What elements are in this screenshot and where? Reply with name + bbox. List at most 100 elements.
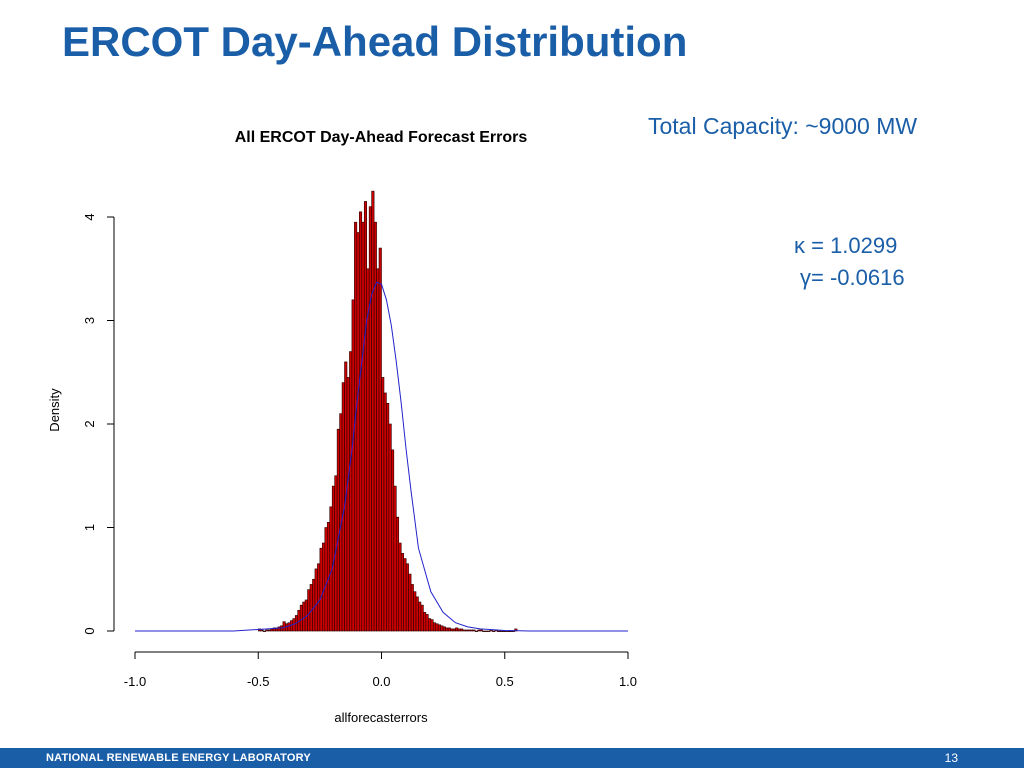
x-tick-label: 0.5 [496,674,514,689]
histogram-bar [428,618,432,632]
chart-title: All ERCOT Day-Ahead Forecast Errors [235,129,528,146]
histogram-bar [267,629,271,632]
histogram-bar [289,620,294,632]
histogram-bar [497,630,501,632]
histogram-bar [302,601,306,632]
histogram-bar [457,628,461,632]
footer-bar: NATIONAL RENEWABLE ENERGY LABORATORY 13 [0,748,1024,768]
histogram-bar [270,628,274,632]
histogram-bar [299,604,303,632]
histogram-bar [346,377,350,632]
histogram-bar [445,627,449,632]
histogram-bar [359,211,363,632]
histogram-bar [398,542,402,632]
histogram-bar [504,630,508,632]
histogram-bar [477,629,481,632]
histogram-bar [287,622,291,632]
histogram-bar [376,268,380,632]
histogram-bar [307,589,311,632]
histogram-bar [309,584,313,632]
histogram-bar [366,268,370,632]
page-number: 13 [944,751,958,765]
y-tick-label: 2 [82,420,97,427]
histogram-bar [479,629,483,632]
histogram-bar [371,190,375,632]
histogram-bar [447,627,451,632]
histogram-bar [322,542,326,632]
y-tick-label: 0 [82,627,97,634]
x-tick-label: 1.0 [619,674,637,689]
histogram-bar [282,621,286,632]
histogram-chart: All ERCOT Day-Ahead Forecast Errors 0 1 2 3… [47,129,637,725]
histogram-bar [482,630,486,632]
capacity-note: Total Capacity: ~9000 MW [648,113,918,139]
histogram-bar [351,299,355,632]
histogram-bar [378,247,382,632]
histogram-bar [400,553,404,632]
x-tick-label: -0.5 [247,674,269,689]
kurtosis-value: κ = 1.0299 [794,233,898,258]
histogram-bar [450,628,454,632]
histogram-bar [361,221,365,632]
histogram-bar [383,392,387,632]
histogram-bar [452,628,456,632]
histogram-bar [442,626,446,632]
histogram-bars [257,190,518,632]
histogram-bar [265,629,269,632]
histogram-bar [312,578,316,632]
histogram-bar [487,630,491,632]
histogram-bar [319,547,323,632]
histogram-bar [363,201,368,632]
histogram-bar [336,428,340,632]
histogram-bar [395,516,400,632]
histogram-bar [262,630,266,632]
histogram-bar [260,629,264,632]
histogram-bar [435,623,439,632]
histogram-bar [388,423,392,632]
histogram-bar [455,627,459,632]
x-tick-label: 0.0 [372,674,390,689]
y-tick-label: 1 [82,524,97,531]
histogram-bar [430,619,434,632]
histogram-bar [499,630,503,632]
histogram-bar [467,629,471,632]
histogram-bar [405,563,409,632]
histogram-bar [437,624,441,632]
histogram-bar [484,630,488,632]
x-tick-label: -1.0 [124,674,146,689]
histogram-bar [506,630,510,632]
skewness-value: γ= -0.0616 [800,265,905,290]
histogram-bar [465,629,469,632]
y-axis-label: Density [47,388,62,432]
histogram-bar [393,485,397,632]
histogram-bar [386,402,390,632]
histogram-bar [492,630,496,632]
histogram-bar [425,614,429,632]
footer-label: NATIONAL RENEWABLE ENERGY LABORATORY [46,752,311,764]
x-axis-label: allforecasterrors [334,710,428,725]
histogram-bar [440,625,444,632]
histogram-bar [420,604,424,632]
histogram-bar [314,568,318,632]
histogram-bar [408,573,412,632]
histogram-bar [474,630,478,632]
histogram-bar [391,449,395,632]
histogram-bar [462,629,466,632]
histogram-bar [501,630,506,632]
histogram-bar [368,206,372,632]
histogram-bar [469,629,474,632]
histogram-bar [413,591,417,632]
histogram-bar [410,584,414,632]
histogram-bar [415,596,419,632]
histogram-bar [423,612,427,632]
density-curve [135,281,628,632]
histogram-bar [317,563,321,632]
y-axis: 0 1 2 3 4 [82,213,115,635]
histogram-bar [472,629,476,632]
histogram-bar [381,377,385,632]
y-tick-label: 4 [82,213,97,220]
histogram-bar [403,558,407,632]
histogram-bar [460,628,464,632]
histogram-bar [349,351,353,632]
histogram-bar [432,622,437,632]
